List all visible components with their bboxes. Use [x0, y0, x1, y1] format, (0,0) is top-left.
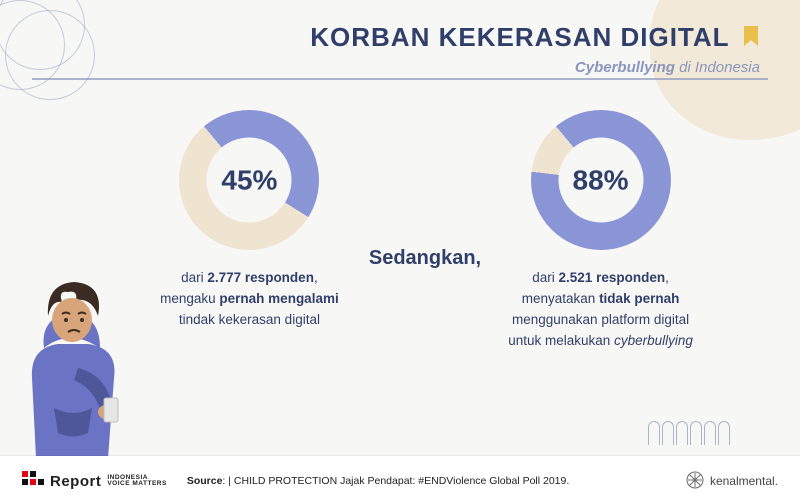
main-content: 45% dari 2.777 responden,mengaku pernah …: [0, 110, 800, 352]
ribbon-icon: [742, 26, 760, 57]
ureport-logo: Report INDONESIA VOICE MATTERS: [22, 471, 167, 492]
connector-text: Sedangkan,: [369, 247, 481, 270]
donut-left: 45%: [179, 110, 319, 250]
kenalmental-icon: [686, 471, 704, 492]
donut-right: 88%: [531, 110, 671, 250]
deco-arcs: [648, 421, 730, 445]
stat-left-value: 45%: [221, 164, 277, 196]
stat-right: 88% dari 2.521 responden,menyatakan tida…: [501, 110, 700, 352]
ureport-sub: INDONESIA VOICE MATTERS: [107, 475, 166, 488]
infographic-canvas: KORBAN KEKERASAN DIGITAL Cyberbullying d…: [0, 0, 800, 500]
stat-right-caption: dari 2.521 responden,menyatakan tidak pe…: [508, 268, 693, 352]
footer: Report INDONESIA VOICE MATTERS Source: |…: [0, 456, 800, 500]
kenalmental-logo: kenalmental.: [686, 471, 778, 492]
ureport-mark-icon: [22, 471, 44, 492]
ureport-word: Report: [50, 473, 101, 490]
stat-right-value: 88%: [573, 164, 629, 196]
header-rule: [32, 78, 768, 80]
source-text: Source: | CHILD PROTECTION Jajak Pendapa…: [187, 475, 569, 487]
page-subtitle: Cyberbullying di Indonesia: [0, 59, 760, 76]
stat-left: 45% dari 2.777 responden,mengaku pernah …: [150, 110, 349, 331]
kenalmental-text: kenalmental.: [710, 474, 778, 488]
page-title: KORBAN KEKERASAN DIGITAL: [310, 22, 729, 53]
header: KORBAN KEKERASAN DIGITAL Cyberbullying d…: [0, 22, 800, 76]
stat-left-caption: dari 2.777 responden,mengaku pernah meng…: [160, 268, 339, 331]
